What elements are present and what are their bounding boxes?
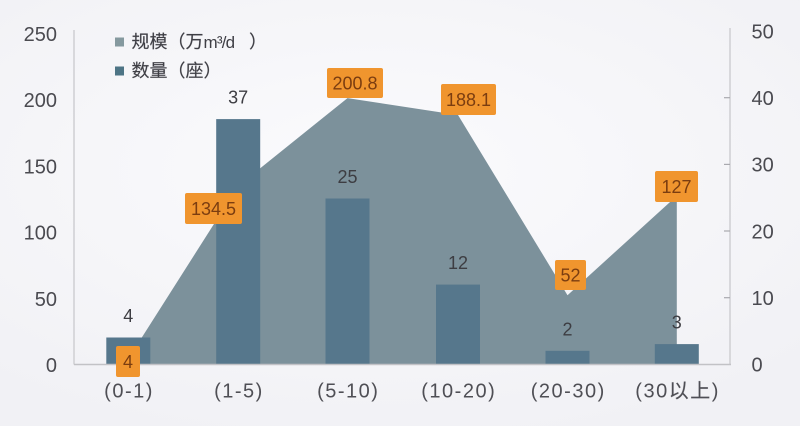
svg-text:30: 30 (752, 155, 774, 177)
svg-text:m³/d: m³/d (204, 33, 235, 52)
svg-text:(30: (30 (635, 380, 668, 402)
svg-text:25: 25 (337, 167, 357, 187)
svg-text:134.5: 134.5 (191, 199, 236, 219)
svg-text:188.1: 188.1 (446, 90, 491, 110)
svg-text:): ) (712, 381, 719, 403)
svg-text:(0-1): (0-1) (104, 381, 154, 403)
svg-text:(20-30): (20-30) (531, 381, 606, 403)
svg-text:2: 2 (562, 319, 572, 339)
svg-text:250: 250 (24, 24, 57, 46)
svg-text:0: 0 (46, 355, 57, 377)
svg-text:150: 150 (24, 156, 57, 178)
svg-text:200.8: 200.8 (332, 74, 377, 94)
svg-text:(5-10): (5-10) (317, 381, 379, 403)
svg-text:4: 4 (123, 306, 133, 326)
svg-text:37: 37 (228, 88, 248, 108)
svg-text:12: 12 (448, 253, 468, 273)
svg-text:200: 200 (24, 90, 57, 112)
svg-text:127: 127 (661, 177, 691, 197)
svg-text:40: 40 (752, 88, 774, 110)
svg-text:50: 50 (752, 21, 774, 43)
svg-text:20: 20 (752, 221, 774, 243)
svg-text:3: 3 (672, 313, 682, 333)
svg-text:(1-5): (1-5) (214, 381, 264, 403)
svg-text:4: 4 (123, 352, 133, 372)
svg-text:52: 52 (560, 266, 580, 286)
svg-text:50: 50 (35, 289, 57, 311)
svg-text:100: 100 (24, 223, 57, 245)
svg-text:(10-20): (10-20) (421, 381, 496, 403)
svg-text:0: 0 (752, 355, 763, 377)
svg-text:10: 10 (752, 288, 774, 310)
